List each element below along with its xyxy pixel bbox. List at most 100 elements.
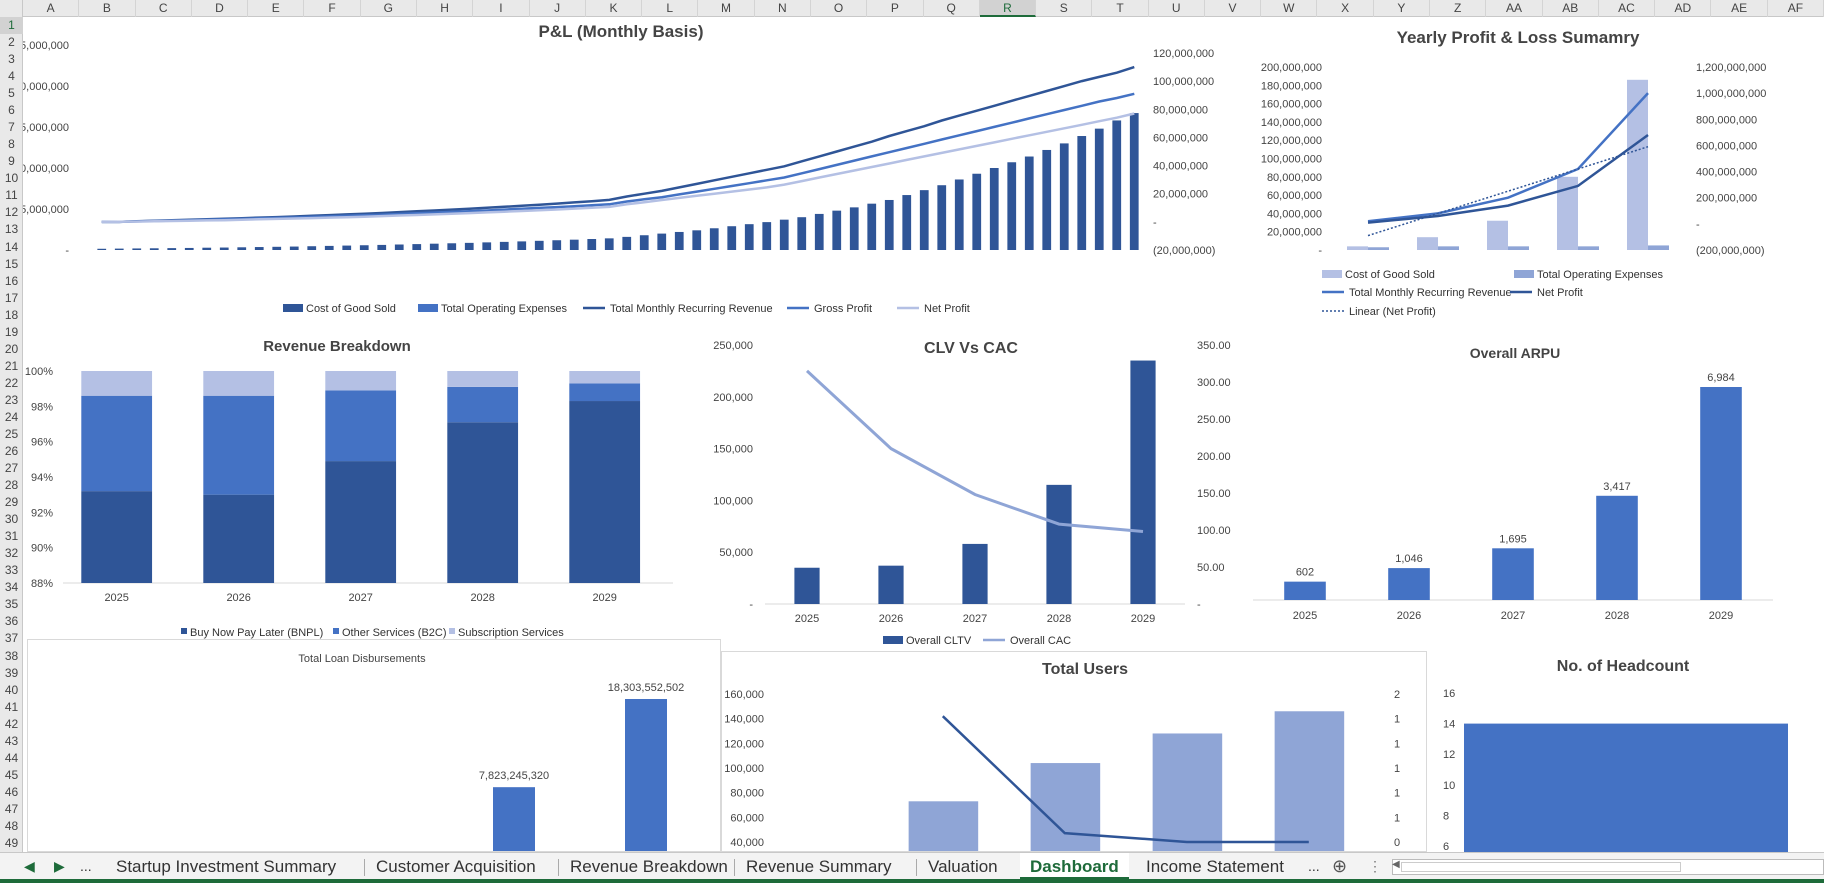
row-header-22[interactable]: 22 xyxy=(4,375,19,390)
row-header-23[interactable]: 23 xyxy=(4,392,19,407)
row-header-8[interactable]: 8 xyxy=(8,137,15,152)
column-header-O[interactable]: O xyxy=(811,0,868,17)
row-header-19[interactable]: 19 xyxy=(4,324,19,339)
row-header-26[interactable]: 26 xyxy=(4,444,19,459)
column-header-X[interactable]: X xyxy=(1317,0,1374,17)
tab-startup-investment-summary[interactable]: Startup Investment Summary xyxy=(116,857,337,876)
plus-circle-icon[interactable]: ⊕ xyxy=(1332,856,1348,876)
column-header-A[interactable]: A xyxy=(23,0,80,17)
tab-valuation[interactable]: Valuation xyxy=(928,857,998,876)
chart-pl-monthly[interactable]: P&L (Monthly Basis) 25,000,000 20,000,000 1… xyxy=(23,17,1228,319)
column-header-U[interactable]: U xyxy=(1149,0,1205,17)
column-header-S[interactable]: S xyxy=(1036,0,1093,17)
tabs-more-left[interactable]: ... xyxy=(80,858,92,874)
column-header-R[interactable]: R xyxy=(979,0,1037,17)
column-header-K[interactable]: K xyxy=(586,0,643,17)
column-header-L[interactable]: L xyxy=(642,0,699,17)
row-header-18[interactable]: 18 xyxy=(4,307,19,322)
row-header-3[interactable]: 3 xyxy=(8,52,15,67)
row-header-42[interactable]: 42 xyxy=(4,716,19,731)
column-header-F[interactable]: F xyxy=(304,0,361,17)
row-header-25[interactable]: 25 xyxy=(4,426,19,441)
row-header-45[interactable]: 45 xyxy=(4,767,19,782)
column-header-Z[interactable]: Z xyxy=(1430,0,1487,17)
row-header-37[interactable]: 37 xyxy=(4,631,19,646)
chart-clv-cac[interactable]: CLV Vs CAC 250,000 200,000 150,000 100,000 50… xyxy=(713,327,1233,653)
row-header-21[interactable]: 21 xyxy=(4,358,19,373)
column-header-H[interactable]: H xyxy=(417,0,474,17)
row-header-49[interactable]: 49 xyxy=(4,835,19,850)
horizontal-scrollbar[interactable]: ◀ xyxy=(1392,859,1824,875)
column-header-AC[interactable]: AC xyxy=(1599,0,1656,17)
tab-revenue-breakdown[interactable]: Revenue Breakdown xyxy=(570,857,728,876)
column-header-T[interactable]: T xyxy=(1092,0,1149,17)
row-header-24[interactable]: 24 xyxy=(4,409,19,424)
triangle-left-icon[interactable]: ◀ xyxy=(24,858,35,874)
scrollbar-thumb[interactable] xyxy=(1401,862,1681,872)
row-header-13[interactable]: 13 xyxy=(4,222,19,237)
column-header-AD[interactable]: AD xyxy=(1655,0,1712,17)
row-header-31[interactable]: 31 xyxy=(4,529,19,544)
row-header-17[interactable]: 17 xyxy=(4,290,19,305)
scroll-left-icon[interactable]: ◀ xyxy=(1392,859,1400,870)
select-all-corner[interactable] xyxy=(0,0,23,17)
column-header-AE[interactable]: AE xyxy=(1711,0,1768,17)
column-header-E[interactable]: E xyxy=(248,0,305,17)
row-header-12[interactable]: 12 xyxy=(4,205,19,220)
column-header-P[interactable]: P xyxy=(867,0,924,17)
row-header-30[interactable]: 30 xyxy=(4,512,19,527)
row-header-14[interactable]: 14 xyxy=(4,239,19,254)
row-header-46[interactable]: 46 xyxy=(4,784,19,799)
row-header-9[interactable]: 9 xyxy=(8,154,15,169)
chart-yearly-pl[interactable]: Yearly Profit & Loss Sumamry 200,000,000 1… xyxy=(1228,17,1824,319)
row-header-16[interactable]: 16 xyxy=(4,273,19,288)
row-header-27[interactable]: 27 xyxy=(4,461,19,476)
row-header-43[interactable]: 43 xyxy=(4,733,19,748)
worksheet-grid[interactable]: P&L (Monthly Basis)25,000,00020,000,0001… xyxy=(23,17,1824,852)
chart-headcount[interactable]: No. of Headcount 16 14 12 10 8 6 xyxy=(1427,651,1824,852)
tabbar-options-icon[interactable]: ⋮ xyxy=(1368,858,1382,874)
row-header-44[interactable]: 44 xyxy=(4,750,19,765)
chart-revenue-breakdown[interactable]: Revenue Breakdown 100% 98% 96% 94% 92% 90% 88% 2… xyxy=(23,331,713,651)
tab-customer-acquisition[interactable]: Customer Acquisition xyxy=(376,857,536,876)
column-header-I[interactable]: I xyxy=(473,0,530,17)
row-header-35[interactable]: 35 xyxy=(4,597,19,612)
row-header-38[interactable]: 38 xyxy=(4,648,19,663)
row-header-10[interactable]: 10 xyxy=(4,171,19,186)
row-header-11[interactable]: 11 xyxy=(5,188,18,203)
column-header-G[interactable]: G xyxy=(361,0,417,17)
row-header-47[interactable]: 47 xyxy=(4,801,19,816)
row-header-33[interactable]: 33 xyxy=(4,563,19,578)
row-header-2[interactable]: 2 xyxy=(8,35,15,50)
tab-revenue-summary[interactable]: Revenue Summary xyxy=(746,857,892,876)
column-header-V[interactable]: V xyxy=(1205,0,1262,17)
row-header-48[interactable]: 48 xyxy=(4,818,19,833)
column-header-J[interactable]: J xyxy=(530,0,586,17)
column-header-AB[interactable]: AB xyxy=(1543,0,1599,17)
column-header-M[interactable]: M xyxy=(698,0,755,17)
row-header-40[interactable]: 40 xyxy=(4,682,19,697)
row-header-32[interactable]: 32 xyxy=(4,546,19,561)
row-header-28[interactable]: 28 xyxy=(4,478,19,493)
column-header-Y[interactable]: Y xyxy=(1374,0,1431,17)
column-header-C[interactable]: C xyxy=(136,0,192,17)
column-header-W[interactable]: W xyxy=(1261,0,1318,17)
tab-dashboard[interactable]: Dashboard xyxy=(1020,853,1129,880)
column-header-Q[interactable]: Q xyxy=(924,0,980,17)
row-header-15[interactable]: 15 xyxy=(4,256,19,271)
row-header-1[interactable]: 1 xyxy=(0,17,23,35)
row-header-4[interactable]: 4 xyxy=(8,69,15,84)
row-header-7[interactable]: 7 xyxy=(8,120,15,135)
row-header-20[interactable]: 20 xyxy=(4,341,19,356)
row-header-6[interactable]: 6 xyxy=(8,103,15,118)
column-header-N[interactable]: N xyxy=(755,0,811,17)
column-header-AF[interactable]: AF xyxy=(1768,0,1824,17)
column-header-D[interactable]: D xyxy=(192,0,249,17)
column-header-B[interactable]: B xyxy=(79,0,136,17)
chart-arpu[interactable]: Overall ARPU 602 2025 1,046 2026 1,695 2027 3,4… xyxy=(1233,337,1824,657)
chart-loan-disbursements[interactable]: Total Loan Disbursements 7,823,245,320 18,… xyxy=(27,639,721,852)
column-header-AA[interactable]: AA xyxy=(1486,0,1543,17)
row-header-41[interactable]: 41 xyxy=(4,699,19,714)
row-header-29[interactable]: 29 xyxy=(4,495,19,510)
row-header-5[interactable]: 5 xyxy=(8,86,15,101)
